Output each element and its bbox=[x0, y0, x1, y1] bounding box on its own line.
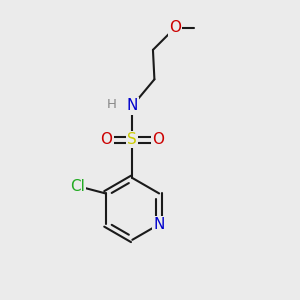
Text: O: O bbox=[152, 132, 164, 147]
Text: S: S bbox=[128, 132, 137, 147]
Text: N: N bbox=[127, 98, 138, 113]
Text: O: O bbox=[100, 132, 112, 147]
Text: H: H bbox=[107, 98, 117, 111]
Text: Cl: Cl bbox=[70, 178, 85, 194]
Text: N: N bbox=[153, 217, 165, 232]
Text: O: O bbox=[169, 20, 181, 35]
